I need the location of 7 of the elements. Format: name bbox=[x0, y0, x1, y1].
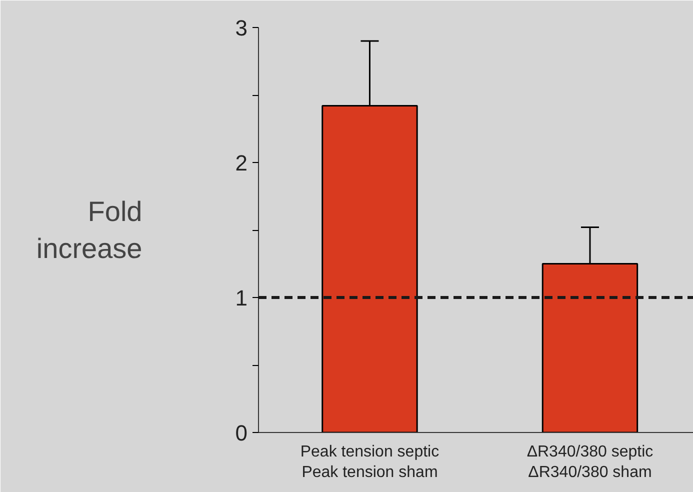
y-tick-label: 1 bbox=[235, 286, 248, 310]
y-tick-label: 2 bbox=[235, 150, 248, 176]
y-tick-label: 0 bbox=[235, 420, 248, 446]
y-tick-label: 3 bbox=[235, 16, 248, 40]
x-tick-label: Peak tension septic Peak tension sham bbox=[300, 444, 440, 481]
x-tick-label: ΔR340/380 septic ΔR340/380 sham bbox=[526, 444, 654, 481]
y-axis-title: Fold increase bbox=[36, 196, 142, 264]
